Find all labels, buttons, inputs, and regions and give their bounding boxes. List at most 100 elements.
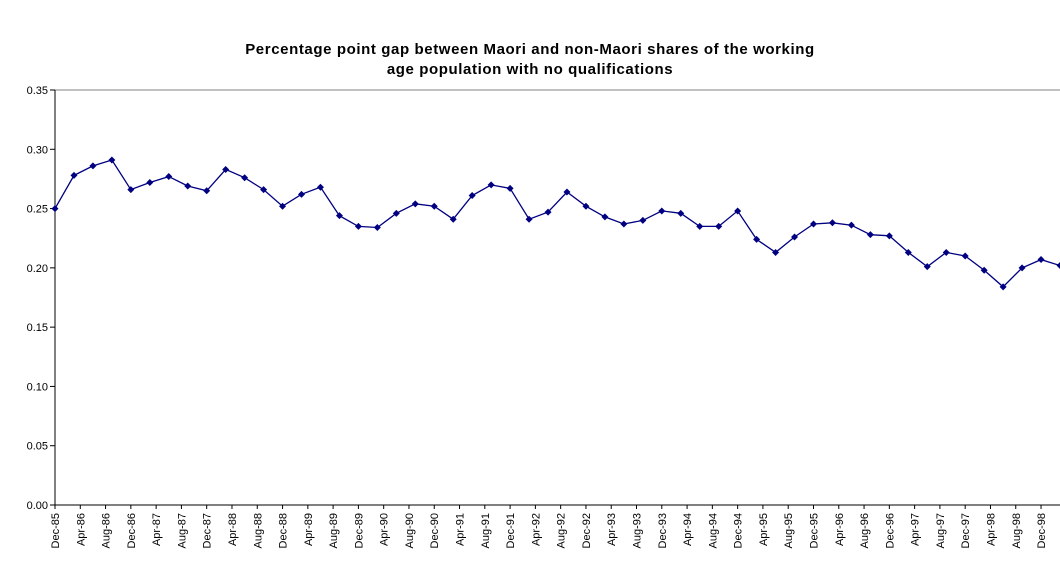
- data-point: [298, 190, 306, 198]
- x-tick-label: Aug-91: [480, 513, 492, 548]
- data-point: [809, 220, 817, 228]
- data-point: [430, 202, 438, 210]
- y-tick-label: 0.10: [27, 381, 48, 393]
- x-tick-label: Aug-93: [632, 513, 644, 548]
- data-point: [1037, 256, 1045, 264]
- data-point: [222, 165, 230, 173]
- x-tick-label: Dec-85: [50, 513, 62, 548]
- data-point: [639, 216, 647, 224]
- data-point: [544, 208, 552, 216]
- data-point: [866, 231, 874, 239]
- data-point: [620, 220, 628, 228]
- x-tick-label: Aug-96: [859, 513, 871, 548]
- x-tick-label: Apr-93: [606, 513, 618, 546]
- data-point: [165, 173, 173, 181]
- data-point: [89, 162, 97, 170]
- data-point: [51, 205, 59, 213]
- x-tick-label: Apr-92: [530, 513, 542, 546]
- data-point: [335, 212, 343, 220]
- data-point: [316, 183, 324, 191]
- data-point: [1018, 264, 1026, 272]
- x-tick-label: Dec-87: [202, 513, 214, 548]
- data-point: [847, 221, 855, 229]
- y-tick-label: 0.15: [27, 322, 48, 334]
- x-tick-label: Dec-92: [581, 513, 593, 548]
- data-point: [715, 222, 723, 230]
- x-tick-label: Aug-86: [101, 513, 113, 548]
- data-point: [468, 192, 476, 200]
- data-point: [146, 178, 154, 186]
- x-tick-label: Dec-91: [505, 513, 517, 548]
- data-point: [582, 202, 590, 210]
- x-tick-label: Aug-98: [1011, 513, 1023, 548]
- data-point: [392, 209, 400, 217]
- x-tick-label: Apr-88: [227, 513, 239, 546]
- x-tick-label: Apr-96: [834, 513, 846, 546]
- x-tick-label: Apr-94: [682, 513, 694, 546]
- chart-title: age population with no qualifications: [387, 61, 673, 78]
- data-point: [260, 186, 268, 194]
- x-tick-label: Apr-98: [985, 513, 997, 546]
- data-point: [828, 219, 836, 227]
- x-tick-label: Dec-95: [808, 513, 820, 548]
- data-point: [923, 263, 931, 271]
- x-tick-label: Aug-89: [328, 513, 340, 548]
- data-point: [904, 248, 912, 256]
- x-tick-label: Aug-92: [556, 513, 568, 548]
- data-point: [601, 213, 609, 221]
- y-tick-label: 0.35: [27, 85, 48, 97]
- x-tick-label: Dec-89: [353, 513, 365, 548]
- x-tick-label: Dec-90: [429, 513, 441, 548]
- data-point: [961, 252, 969, 260]
- x-tick-label: Aug-90: [404, 513, 416, 548]
- data-point: [734, 207, 742, 215]
- data-point: [885, 232, 893, 240]
- data-line: [54, 159, 1060, 288]
- x-tick-label: Dec-98: [1036, 513, 1048, 548]
- data-point: [677, 209, 685, 217]
- data-point: [127, 186, 135, 194]
- data-point: [279, 202, 287, 210]
- data-point: [942, 248, 950, 256]
- x-tick-label: Aug-97: [935, 513, 947, 548]
- data-point: [772, 248, 780, 256]
- x-tick-label: Aug-87: [176, 513, 188, 548]
- data-point: [1056, 261, 1060, 269]
- data-point: [563, 188, 571, 196]
- data-point: [373, 224, 381, 232]
- x-tick-label: Apr-97: [910, 513, 922, 546]
- x-tick-label: Dec-86: [126, 513, 138, 548]
- data-point: [980, 266, 988, 274]
- x-tick-label: Dec-96: [884, 513, 896, 548]
- x-tick-label: Dec-88: [278, 513, 290, 548]
- x-tick-label: Apr-86: [75, 513, 87, 546]
- y-tick-label: 0.05: [27, 441, 48, 453]
- chart-title: Percentage point gap between Maori and n…: [245, 41, 815, 58]
- x-tick-label: Dec-97: [960, 513, 972, 548]
- data-point: [658, 207, 666, 215]
- x-tick-label: Dec-93: [657, 513, 669, 548]
- y-tick-label: 0.00: [27, 500, 48, 512]
- data-point: [525, 215, 533, 223]
- x-tick-label: Aug-94: [707, 513, 719, 548]
- data-point: [184, 182, 192, 190]
- data-point: [354, 222, 362, 230]
- data-point: [449, 215, 457, 223]
- x-tick-label: Apr-91: [455, 513, 467, 546]
- data-point: [753, 235, 761, 243]
- y-tick-label: 0.20: [27, 263, 48, 275]
- data-point: [411, 200, 419, 208]
- data-point: [70, 171, 78, 179]
- x-tick-label: Apr-87: [151, 513, 163, 546]
- data-point: [203, 187, 211, 195]
- data-point: [999, 283, 1007, 291]
- x-tick-label: Apr-89: [303, 513, 315, 546]
- data-point: [696, 222, 704, 230]
- y-tick-label: 0.30: [27, 144, 48, 156]
- x-tick-label: Aug-88: [252, 513, 264, 548]
- data-point: [241, 174, 249, 182]
- x-tick-label: Apr-90: [379, 513, 391, 546]
- data-point: [506, 184, 514, 192]
